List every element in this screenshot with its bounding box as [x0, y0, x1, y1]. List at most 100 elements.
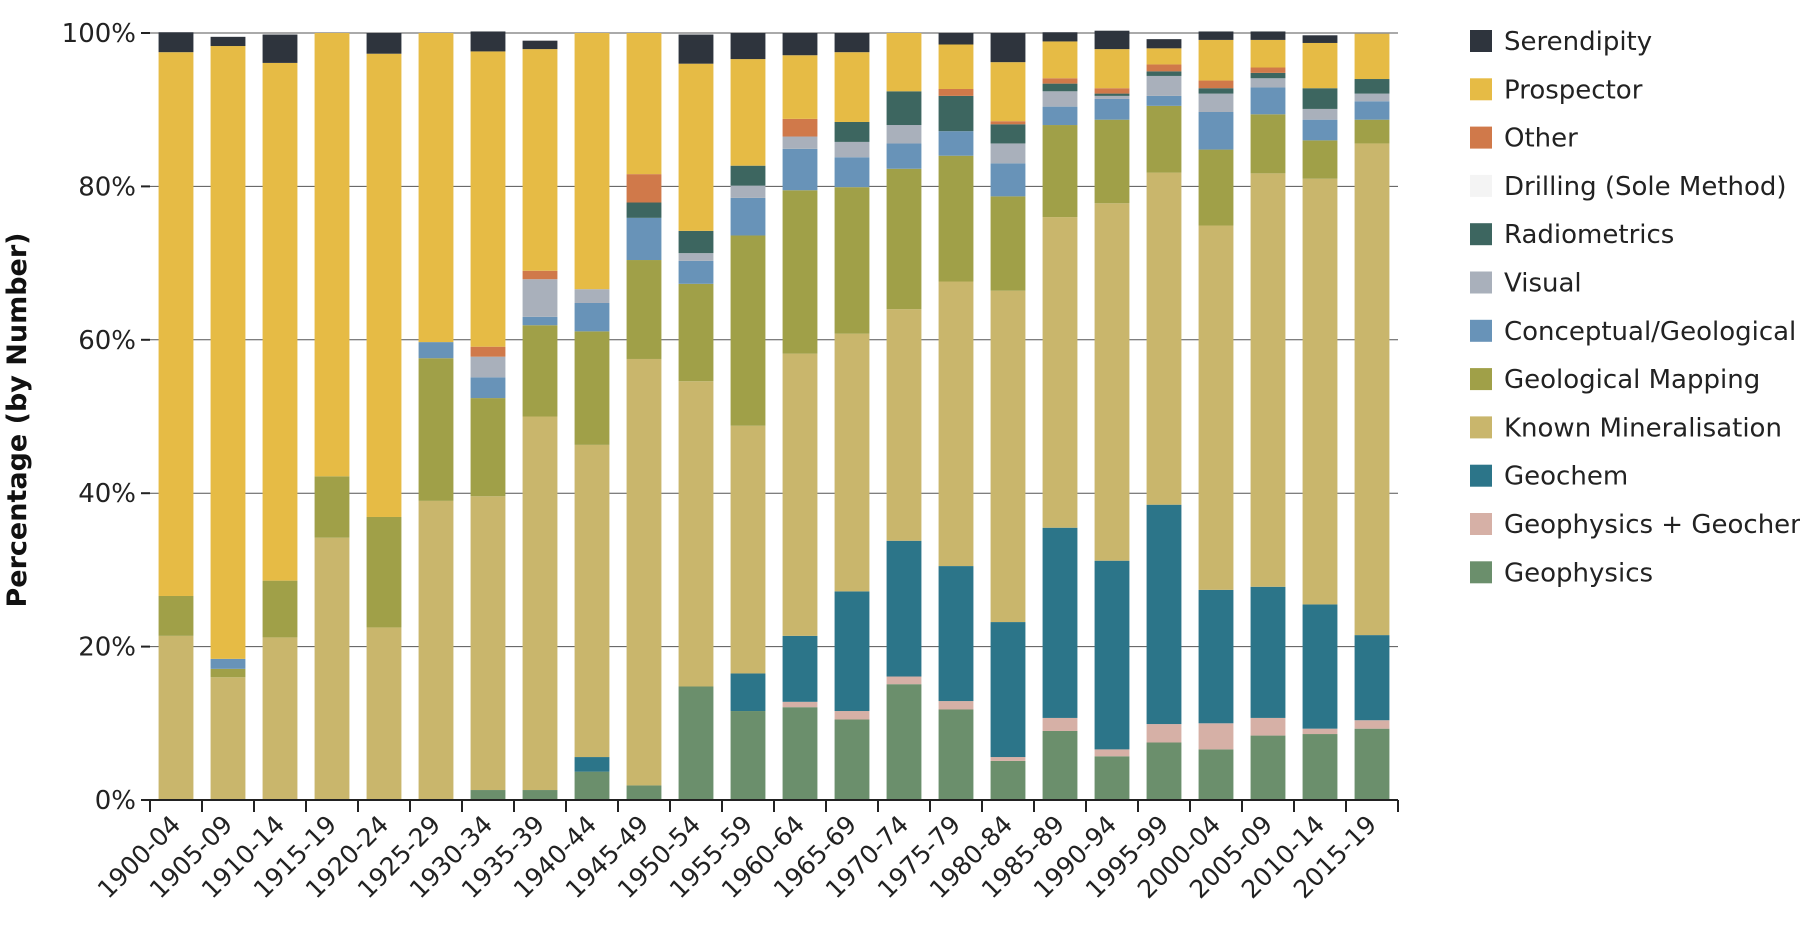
bar-segment [626, 33, 662, 175]
bar-segment [1250, 586, 1286, 718]
bar-segment [626, 358, 662, 786]
bar-segment [730, 165, 766, 186]
bar-segment [1302, 728, 1338, 735]
legend-label: Drilling (Sole Method) [1504, 172, 1787, 202]
bar-segment [1042, 125, 1078, 218]
bar-segment [1354, 720, 1390, 729]
bar-segment [1042, 217, 1078, 528]
bar-segment [158, 635, 194, 800]
bar-segment [834, 333, 870, 592]
bar-segment [782, 353, 818, 636]
bar-segment [1094, 98, 1130, 120]
legend-label: Other [1504, 124, 1578, 154]
bar-segment [1094, 30, 1130, 50]
bar-segment [1250, 173, 1286, 587]
bar-segment [1302, 119, 1338, 141]
bar-segment [470, 496, 506, 791]
bar-segment [1146, 71, 1182, 76]
bar-segment [522, 325, 558, 417]
bar-segment [782, 635, 818, 702]
bar-segment [470, 31, 506, 52]
bar-segment [886, 143, 922, 169]
legend-swatch [1470, 30, 1492, 52]
bar-segment [678, 283, 714, 382]
bar-segment [366, 33, 402, 54]
bar-segment [834, 591, 870, 712]
bar-segment [1198, 225, 1234, 590]
bar-segment [938, 33, 974, 45]
bar-segment [1250, 72, 1286, 79]
bar-segment [1146, 95, 1182, 106]
bar-segment [886, 684, 922, 800]
bar-segment [938, 566, 974, 702]
bar-segment [1094, 560, 1130, 750]
bar-segment [1302, 88, 1338, 109]
legend-swatch [1470, 174, 1492, 197]
bar-segment [262, 580, 298, 638]
bar-segment [678, 63, 714, 231]
bar-segment [1042, 83, 1078, 92]
bar-segment [522, 49, 558, 271]
legend-label: Geochem [1504, 462, 1628, 492]
bar-segment [522, 270, 558, 280]
bar-segment [1354, 33, 1390, 80]
bar-segment [834, 33, 870, 53]
bar-segment [1354, 119, 1390, 144]
bar-segment [1042, 730, 1078, 800]
bar-segment [1250, 735, 1286, 800]
legend-swatch [1470, 464, 1492, 487]
bar-segment [210, 668, 246, 678]
bar-segment [1354, 101, 1390, 120]
bar-segment [1354, 143, 1390, 636]
bar-segment [1042, 32, 1078, 42]
bar-segment [574, 302, 610, 332]
bar-segment [366, 516, 402, 628]
bar-segment [938, 88, 974, 96]
bar-segment [626, 260, 662, 359]
bar-segment [886, 309, 922, 541]
bar-segment [782, 136, 818, 149]
bar-segment [678, 260, 714, 284]
bar-segment [678, 34, 714, 64]
bar-segment [418, 33, 454, 343]
bar-segment [1146, 742, 1182, 800]
bar-segment [626, 785, 662, 800]
bar-segment [1354, 728, 1390, 800]
bar-segment [522, 416, 558, 791]
bar-segment [1250, 114, 1286, 174]
bar-segment [1094, 203, 1130, 561]
bar-segment [1198, 93, 1234, 112]
bar-segment [834, 141, 870, 158]
bar-segment [522, 279, 558, 317]
legend-label: Prospector [1504, 75, 1643, 105]
legend-label: Visual [1504, 269, 1582, 299]
bar-segment [210, 677, 246, 800]
bar-segment [158, 595, 194, 636]
bar-segment [522, 40, 558, 50]
bar-segment [1042, 78, 1078, 84]
bar-segment [834, 711, 870, 720]
bar-segment [470, 356, 506, 378]
y-tick-label: 40% [78, 479, 136, 509]
bar-segment [1198, 112, 1234, 150]
bar-segment [418, 358, 454, 501]
bar-segment [730, 59, 766, 166]
bar-segment [938, 95, 974, 132]
bar-segment [470, 790, 506, 800]
bar-segment [990, 121, 1026, 125]
bar-segment [938, 155, 974, 282]
bar-segment [1354, 635, 1390, 721]
bar-segment [210, 36, 246, 47]
legend-swatch [1470, 561, 1492, 584]
bar-segment [990, 143, 1026, 164]
bar-segment [1094, 49, 1130, 89]
bar-segment [1094, 88, 1130, 94]
bar-segment [1042, 527, 1078, 718]
bar-segment [314, 537, 350, 800]
bar-segment [938, 281, 974, 567]
bar-segment [1094, 95, 1130, 99]
bar-segment [262, 637, 298, 800]
bar-segment [886, 125, 922, 144]
bar-segment [834, 187, 870, 334]
bar-segment [1302, 42, 1338, 89]
